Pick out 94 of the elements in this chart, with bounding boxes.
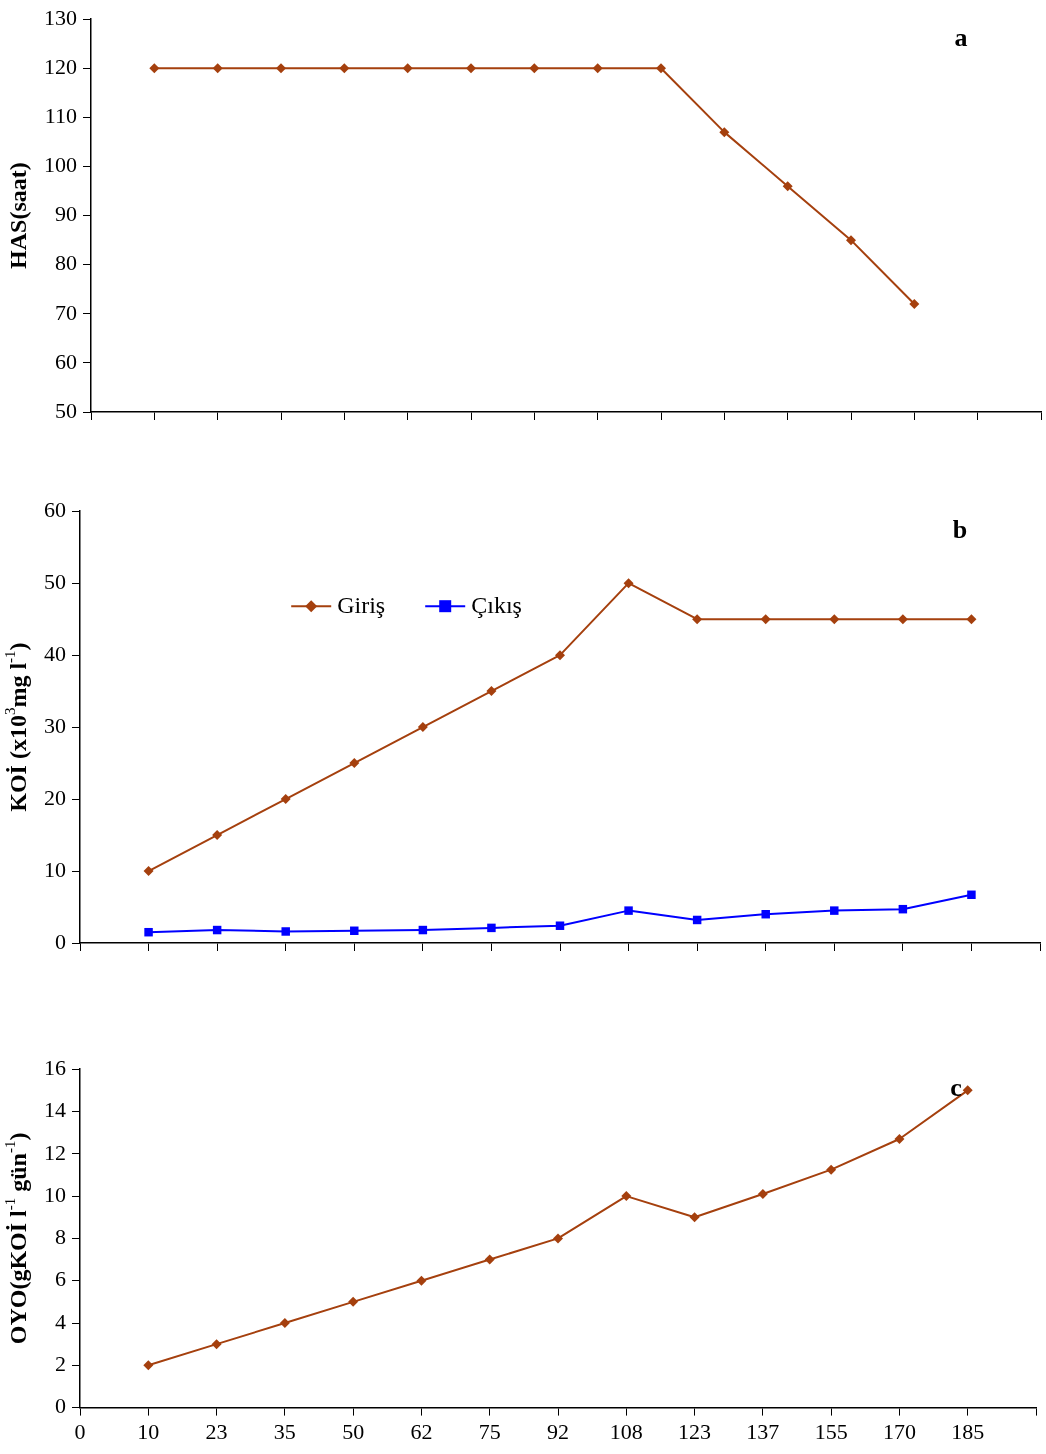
y-tick-label: 20 [44,784,66,810]
y-tick-label: 12 [44,1139,66,1165]
point [624,906,633,915]
y-tick-label: 110 [44,103,77,129]
chart-title: a [954,22,968,52]
point [829,614,840,625]
point [144,927,153,937]
y-tick-label: 10 [44,856,66,882]
point [757,1188,768,1199]
y-tick-label: 4 [55,1308,66,1334]
x-tick-label: 75 [478,1418,501,1444]
x-tick-label: 170 [882,1418,916,1444]
point [719,127,730,138]
point [967,890,976,900]
point [466,63,476,74]
point [897,614,908,625]
point [143,866,154,877]
point [276,63,286,74]
legend-label: Çıkış [471,592,522,619]
point [692,614,703,625]
point [349,758,360,769]
y-axis-title: HAS(saat) [5,162,32,269]
point [350,926,359,936]
x-tick-label: 137 [746,1418,780,1444]
point [143,1360,154,1371]
y-tick-label: 16 [44,1054,66,1080]
point [555,650,565,661]
point [339,63,350,74]
point [846,235,856,246]
point [280,794,291,805]
point [149,63,160,74]
y-axis-title: OYO(gKOİ l-1 gün-1) [1,1132,32,1345]
point [909,298,920,309]
y-tick-label: 70 [55,299,77,325]
point [416,1275,427,1286]
y-tick-label: 0 [55,928,66,954]
point [487,923,496,933]
y-tick-label: 0 [55,1393,66,1419]
point [782,181,793,192]
y-tick-label: 50 [44,568,66,594]
chart-title: b [952,514,968,544]
point [212,830,223,841]
y-tick-label: 50 [55,397,77,423]
x-tick-label: 123 [678,1418,712,1444]
point [402,63,413,74]
y-tick-label: 100 [44,152,77,178]
y-tick-label: 8 [55,1224,66,1250]
point [211,1339,222,1350]
x-tick-label: 62 [410,1418,433,1444]
point [555,921,565,930]
legend-label: Giriş [337,592,386,619]
point [348,1296,359,1307]
point [592,63,603,74]
point [894,1133,905,1144]
point [656,63,666,74]
y-tick-label: 40 [44,640,66,666]
y-tick-label: 2 [55,1351,66,1377]
point [484,1254,495,1265]
x-tick-label: 23 [205,1418,228,1444]
y-tick-label: 10 [44,1181,66,1207]
point [760,614,771,625]
x-tick-label: 50 [342,1418,365,1444]
point [962,1085,973,1096]
y-tick-label: 6 [55,1266,66,1292]
x-tick-label: 10 [137,1418,160,1444]
point [689,1212,700,1223]
chart-title: c [950,1072,962,1102]
y-tick-label: 30 [44,712,66,738]
point [529,63,540,74]
x-tick-label: 185 [951,1418,985,1444]
point [830,906,839,915]
point [966,614,977,625]
point [212,63,223,74]
point [279,1318,290,1328]
point [623,578,634,589]
point [621,1191,632,1202]
y-tick-label: 90 [55,201,77,227]
y-axis-title: KOİ (x103mg l-1) [1,642,32,812]
y-tick-label: 130 [44,4,77,30]
x-tick-label: 108 [609,1418,643,1444]
y-tick-label: 80 [55,250,77,276]
point [553,1233,563,1244]
x-tick-label: 155 [814,1418,848,1444]
y-tick-label: 60 [44,496,66,522]
x-tick-label: 92 [547,1418,569,1444]
point [281,927,290,936]
y-tick-label: 120 [44,54,77,80]
y-tick-label: 14 [44,1097,66,1123]
point [486,686,497,697]
point [761,909,770,919]
point [826,1164,837,1175]
point [417,722,428,733]
y-tick-label: 60 [55,348,77,374]
x-tick-label: 35 [273,1418,296,1444]
